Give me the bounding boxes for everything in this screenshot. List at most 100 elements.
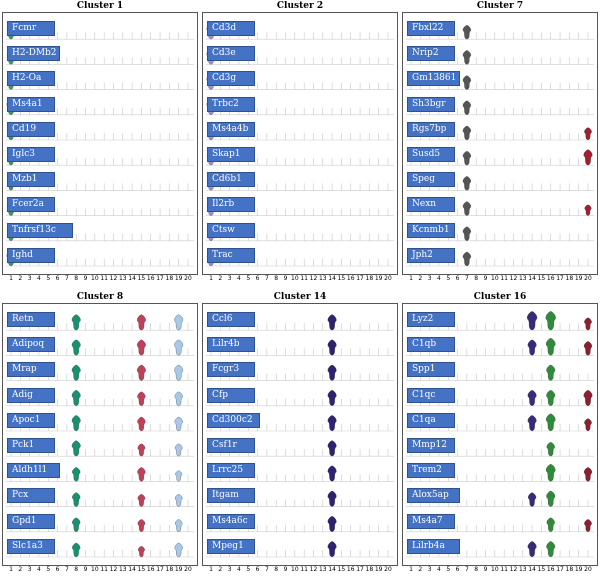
violin-plot-area	[206, 314, 394, 558]
violin-mark	[174, 519, 183, 532]
x-tick-label: 3	[427, 275, 432, 282]
x-tick-label: 8	[274, 275, 279, 282]
violin-mark	[137, 339, 146, 356]
x-tick-label: 10	[491, 275, 499, 282]
violin-mark	[327, 390, 337, 406]
x-tick-label: 18	[365, 275, 374, 282]
violin-mark	[527, 390, 537, 406]
violin-panel: Cluster 2 Cd3d Cd3e Cd3g Trbc2 Ms4a4b Skap1 Cd6…	[202, 0, 398, 287]
x-tick-label: 11	[300, 275, 308, 282]
x-tick-label: 11	[500, 275, 508, 282]
x-tick-label: 18	[165, 566, 174, 573]
violin-mark	[72, 492, 81, 507]
gene-label: Cd300c2	[207, 412, 261, 428]
violin-mark	[327, 516, 337, 532]
x-tick-label: 14	[128, 566, 136, 573]
violin-mark	[584, 418, 592, 432]
panel-title: Cluster 8	[76, 292, 124, 302]
x-tick-label: 9	[83, 275, 88, 282]
gene-label: Fcgr3	[207, 362, 255, 378]
violin-mark	[462, 251, 471, 267]
x-axis: 1 2 3 4 5 6 7 8 9 10 11 12 13 14 15 16 17 18 19 20	[202, 275, 398, 287]
x-tick-label: 15	[537, 566, 546, 573]
x-tick-label: 1	[409, 275, 413, 282]
x-tick-label: 5	[46, 566, 51, 573]
violin-mark	[546, 541, 556, 558]
violin-panel: Cluster 16 Lyz2 C1qb Spp1 C1qc C1qa Mmp12 Trem2…	[402, 291, 598, 578]
x-tick-label: 7	[464, 566, 469, 573]
x-tick-label: 17	[556, 566, 564, 573]
x-tick-label: 19	[174, 566, 183, 573]
violin-mark	[462, 201, 471, 216]
x-tick-label: 9	[483, 566, 488, 573]
violin-mark	[462, 50, 471, 65]
violin-mark	[137, 443, 146, 457]
panel-title: Cluster 16	[473, 292, 527, 302]
violin-mark	[527, 339, 537, 356]
gene-label: Cd3e	[207, 46, 255, 62]
violin-mark	[72, 467, 81, 482]
x-tick-label: 12	[109, 275, 118, 282]
gene-label: Mpeg1	[207, 538, 255, 554]
x-tick-label: 12	[509, 566, 518, 573]
gene-label: Slc1a3	[7, 538, 55, 554]
x-tick-label: 8	[274, 566, 279, 573]
x-tick-label: 19	[174, 275, 183, 282]
gene-label: Nexn	[407, 197, 455, 213]
violin-mark	[462, 176, 471, 191]
x-tick-label: 11	[100, 566, 108, 573]
x-tick-label: 7	[64, 566, 69, 573]
x-tick-label: 11	[100, 275, 108, 282]
violin-mark	[137, 314, 146, 331]
x-tick-label: 14	[528, 275, 536, 282]
gene-label: Alox5ap	[407, 488, 461, 504]
violin-mark	[174, 339, 184, 356]
gene-label: H2-DMb2	[7, 46, 61, 62]
gene-label: Ms4a1	[7, 96, 55, 112]
violin-mark	[546, 390, 556, 406]
violin-mark	[584, 204, 592, 216]
violin-mark	[546, 517, 555, 532]
x-tick-label: 10	[91, 275, 99, 282]
x-tick-label: 1	[209, 566, 213, 573]
x-tick-label: 7	[64, 275, 69, 282]
gene-label: H2-Oa	[7, 71, 55, 87]
x-tick-label: 1	[9, 566, 13, 573]
x-tick-label: 17	[556, 275, 564, 282]
gene-label: Retn	[7, 312, 55, 327]
x-tick-label: 15	[137, 275, 146, 282]
violin-mark	[137, 546, 145, 558]
violin-mark	[546, 490, 556, 507]
x-tick-label: 16	[146, 275, 155, 282]
gene-label: Mmp12	[407, 438, 455, 453]
x-tick-label: 19	[574, 275, 583, 282]
violin-mark	[174, 364, 184, 381]
x-tick-label: 16	[346, 566, 355, 573]
x-tick-label: 7	[464, 275, 469, 282]
x-axis: 1 2 3 4 5 6 7 8 9 10 11 12 13 14 15 16 17 18 19 20	[2, 566, 198, 578]
violin-mark	[583, 390, 593, 406]
x-tick-label: 13	[518, 275, 527, 282]
violin-mark	[71, 415, 81, 432]
x-tick-label: 15	[337, 275, 346, 282]
violin-panel: Cluster 14 Ccl6 Lilr4b Fcgr3 Cfp Cd300c2 Csf1r…	[202, 291, 398, 578]
gene-label: Ms4a6c	[207, 513, 255, 529]
gene-label: Lyz2	[407, 312, 455, 327]
violin-mark	[584, 317, 592, 331]
x-tick-label: 20	[384, 566, 392, 573]
gene-label: Trem2	[407, 463, 455, 479]
x-tick-label: 10	[491, 566, 499, 573]
violin-mark	[528, 492, 537, 507]
violin-panel: Cluster 1 Fcmr H2-DMb2 H2-Oa Ms4a1 Cd19 Iglc3 M…	[2, 0, 198, 287]
gene-label: Cfp	[207, 387, 255, 403]
x-tick-label: 1	[409, 566, 413, 573]
violin-mark	[462, 125, 471, 141]
gene-label: Mrap	[7, 362, 55, 378]
x-tick-label: 20	[184, 566, 192, 573]
x-tick-label: 20	[584, 566, 592, 573]
violin-mark	[137, 364, 146, 381]
gene-label: C1qc	[407, 387, 455, 403]
violin-plot-area	[406, 311, 594, 558]
gene-label: Gpd1	[7, 513, 55, 529]
x-tick-label: 4	[37, 275, 41, 282]
